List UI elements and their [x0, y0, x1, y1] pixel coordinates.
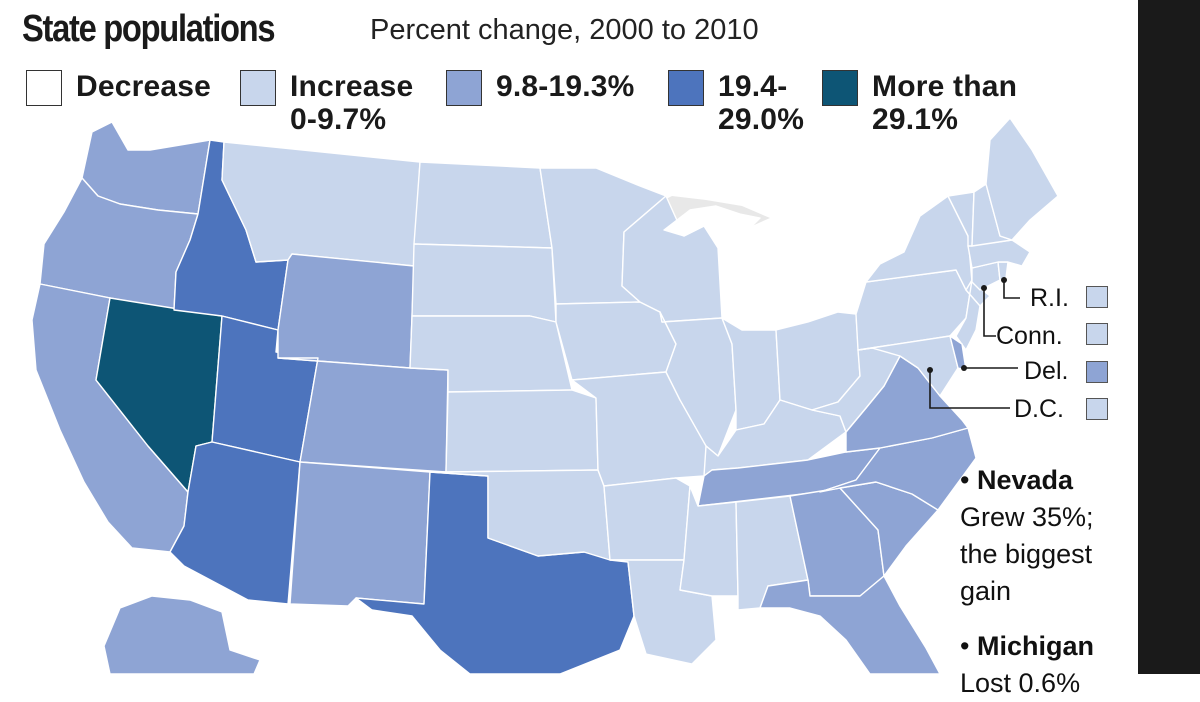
callout-label-ri: R.I. [1030, 284, 1069, 312]
note-bullet: • [960, 465, 977, 495]
state-ND [413, 161, 553, 249]
leader-ri [1003, 280, 1020, 299]
callout-swatch-ri [1086, 286, 1108, 308]
callout-leaders [929, 280, 1020, 409]
note-nevada: • Nevada Grew 35%; the biggest gain [960, 462, 1094, 610]
dot-conn [981, 285, 987, 291]
legend-label-top: More than 29.1% [872, 70, 1018, 136]
legend-item-high: 19.4- 29.0% [668, 70, 804, 136]
map-graphic: State populations Percent change, 2000 t… [22, 0, 1200, 698]
legend-label-mid: 9.8-19.3% [496, 70, 635, 103]
legend-item-mid: 9.8-19.3% [446, 70, 635, 106]
state-WY [277, 253, 415, 369]
state-MA [967, 239, 1031, 269]
legend-item-decrease: Decrease [26, 70, 211, 106]
note-body-michigan: Lost 0.6% [960, 668, 1081, 698]
callout-swatch-conn [1086, 323, 1108, 345]
state-AK [103, 595, 261, 674]
callout-swatch-del [1086, 361, 1108, 383]
right-edge-bar [1138, 0, 1200, 674]
legend-label-increase: Increase 0-9.7% [290, 70, 414, 136]
legend-label-high: 19.4- 29.0% [718, 70, 805, 136]
legend-swatch-increase [240, 70, 276, 106]
legend-label-decrease: Decrease [76, 70, 212, 103]
leader-conn [983, 288, 996, 337]
state-IA [555, 301, 677, 381]
state-SD [411, 243, 557, 323]
legend-swatch-decrease [26, 70, 62, 106]
state-MS [679, 485, 739, 597]
callout-swatch-dc [1086, 398, 1108, 420]
state-PA [855, 269, 973, 351]
note-head-nevada: Nevada [976, 465, 1074, 495]
state-VT [947, 191, 975, 247]
legend-item-increase: Increase 0-9.7% [240, 70, 413, 136]
page-subtitle: Percent change, 2000 to 2010 [370, 14, 759, 46]
note-body-nevada: Grew 35%; the biggest gain [960, 502, 1094, 606]
state-FL [759, 575, 941, 674]
legend-swatch-mid [446, 70, 482, 106]
state-AZ [169, 441, 301, 605]
state-NC [819, 427, 977, 511]
state-NM [289, 461, 431, 607]
state-AR [603, 477, 691, 561]
callout-label-del: Del. [1024, 357, 1069, 385]
us-states-map [31, 117, 1059, 674]
callout-label-conn: Conn. [996, 322, 1063, 350]
callout-dots [927, 277, 1007, 373]
state-OK [429, 469, 611, 561]
state-MT [221, 141, 421, 267]
note-head-michigan: Michigan [976, 631, 1094, 661]
state-ME [985, 117, 1059, 241]
dot-ri [1001, 277, 1007, 283]
state-MI [663, 205, 811, 331]
legend-swatch-high [668, 70, 704, 106]
legend-swatch-top [822, 70, 858, 106]
legend-item-top: More than 29.1% [822, 70, 1017, 136]
dot-dc [927, 367, 933, 373]
leader-dc [929, 370, 1010, 409]
dot-del [961, 365, 967, 371]
note-bullet: • [960, 631, 977, 661]
page-title: State populations [22, 8, 276, 50]
state-KS [445, 389, 599, 473]
callout-label-dc: D.C. [1014, 395, 1064, 423]
note-michigan: • Michigan Lost 0.6% [960, 628, 1094, 702]
